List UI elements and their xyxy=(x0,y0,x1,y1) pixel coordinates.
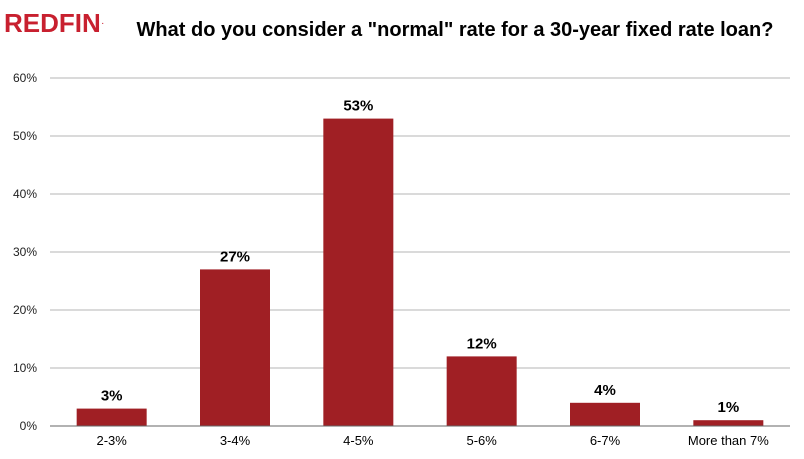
y-tick-label: 50% xyxy=(13,129,37,143)
x-tick-label: More than 7% xyxy=(688,433,769,448)
data-label: 12% xyxy=(467,335,497,352)
y-tick-label: 10% xyxy=(13,361,37,375)
bar xyxy=(200,269,270,426)
bar xyxy=(323,118,394,426)
y-tick-label: 30% xyxy=(13,245,37,259)
bar xyxy=(570,402,640,426)
x-tick-label: 3-4% xyxy=(220,433,251,448)
data-label: 27% xyxy=(220,248,250,265)
y-tick-label: 60% xyxy=(13,71,37,85)
redfin-logo: REDFIN. xyxy=(4,8,104,38)
data-label: 4% xyxy=(594,382,616,399)
y-tick-label: 20% xyxy=(13,303,37,317)
data-label: 1% xyxy=(717,399,739,416)
logo-mark: . xyxy=(101,19,104,26)
data-label: 3% xyxy=(101,388,123,405)
logo-text: REDFIN xyxy=(4,8,101,38)
x-tick-label: 5-6% xyxy=(466,433,497,448)
y-tick-label: 40% xyxy=(13,187,37,201)
x-tick-label: 2-3% xyxy=(96,433,127,448)
x-tick-label: 4-5% xyxy=(343,433,374,448)
y-tick-label: 0% xyxy=(20,419,38,433)
bar xyxy=(693,420,764,426)
data-label: 53% xyxy=(343,98,373,115)
chart-title: What do you consider a "normal" rate for… xyxy=(136,19,774,41)
bar xyxy=(446,356,517,426)
bar xyxy=(76,408,147,426)
x-tick-label: 6-7% xyxy=(590,433,621,448)
